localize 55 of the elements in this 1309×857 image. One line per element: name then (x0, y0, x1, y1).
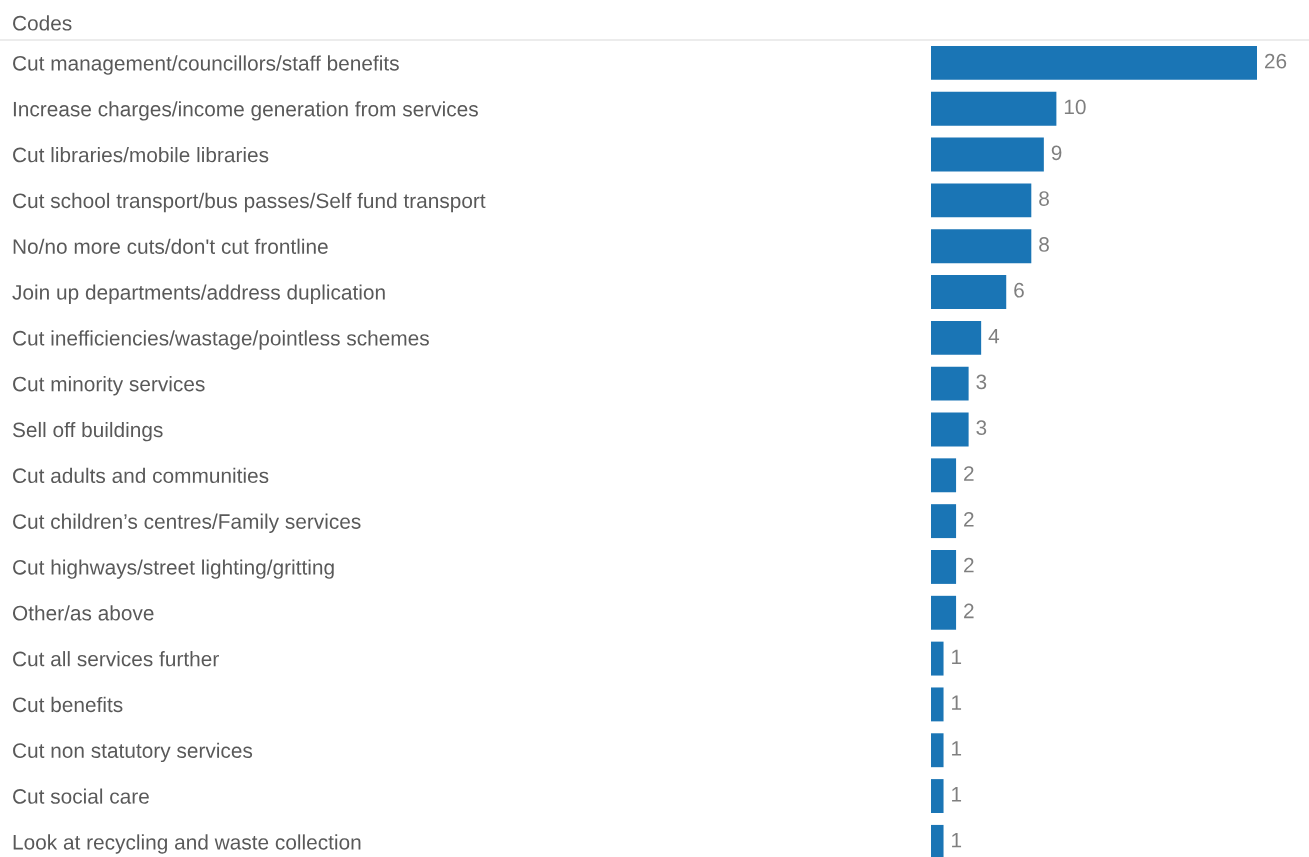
bar (931, 91, 1057, 126)
data-label: 9 (1051, 145, 1062, 161)
y-tick-label: Cut adults and communities (13, 467, 269, 484)
data-label: 1 (952, 741, 962, 756)
y-tick-label: Cut inefficiencies/wastage/pointless schemes (13, 330, 429, 350)
bar (931, 275, 1007, 309)
y-tick-label: Cut children’s centres/Family services (13, 513, 361, 533)
bar (931, 137, 1044, 172)
y-tick-label: Look at recycling and waste collection (13, 834, 361, 854)
bar (931, 366, 969, 401)
data-label: 8 (1039, 191, 1049, 206)
y-tick-label: No/no more cuts/don't cut frontline (13, 238, 328, 254)
bar (931, 320, 982, 355)
data-label: 2 (964, 511, 974, 527)
bar (931, 549, 957, 584)
data-label: 1 (952, 649, 962, 664)
y-tick-label: Cut non statutory services (13, 742, 253, 763)
bar (931, 183, 1032, 218)
bar (931, 733, 944, 768)
y-tick-label: Cut benefits (13, 696, 123, 713)
y-tick-label: Increase charges/income generation from services (13, 101, 478, 121)
bar (931, 45, 1257, 80)
y-axis-title: Codes (13, 15, 72, 31)
data-label: 26 (1264, 53, 1287, 69)
bar (931, 824, 944, 857)
y-tick-label: Cut libraries/mobile libraries (13, 147, 269, 163)
y-tick-label: Cut management/councillors/staff benefits (13, 55, 399, 75)
data-label: 2 (964, 466, 974, 481)
bar (931, 504, 957, 539)
y-tick-label: Cut highways/street lighting/gritting (13, 559, 334, 579)
y-tick-label: Sell off buildings (12, 421, 163, 442)
bar (931, 641, 944, 676)
data-label: 3 (976, 374, 987, 390)
data-label: 3 (976, 420, 987, 436)
data-label: 10 (1064, 99, 1086, 115)
bar (931, 229, 1032, 264)
y-tick-label: Cut minority services (13, 376, 205, 396)
bar (931, 458, 957, 493)
data-label: 4 (988, 328, 1000, 344)
bar (931, 412, 969, 447)
data-label: 1 (952, 832, 962, 848)
data-label: 1 (952, 695, 962, 710)
bar (931, 687, 944, 722)
y-tick-label: Cut all services further (13, 651, 219, 667)
data-label: 2 (964, 557, 974, 573)
y-tick-label: Cut school transport/bus passes/Self fund transport (13, 192, 486, 213)
y-tick-label: Join up departments/address duplication (12, 284, 385, 304)
bar (931, 779, 944, 814)
data-label: 6 (1014, 282, 1024, 298)
data-label: 8 (1039, 237, 1049, 252)
y-tick-label: Cut social care (13, 788, 149, 804)
bar (931, 595, 957, 630)
y-tick-label: Other/as above (12, 605, 154, 621)
data-label: 2 (964, 603, 974, 619)
data-label: 1 (952, 787, 962, 802)
